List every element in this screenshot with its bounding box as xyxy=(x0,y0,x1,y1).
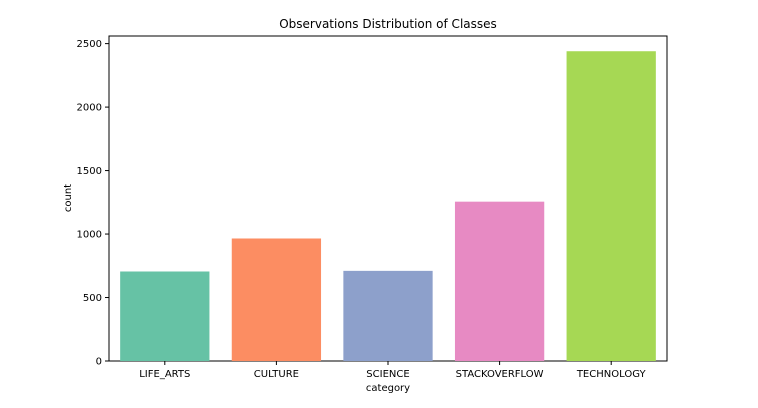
x-axis: LIFE_ARTS CULTURE SCIENCE STACKOVERFLOW TECH… xyxy=(139,361,646,380)
x-tick-label: TECHNOLOGY xyxy=(576,369,647,380)
y-tick-label: 2000 xyxy=(77,103,102,114)
y-tick-label: 1000 xyxy=(77,230,102,241)
x-tick-label: SCIENCE xyxy=(366,369,409,380)
bar-technology xyxy=(566,51,656,361)
chart-title: Observations Distribution of Classes xyxy=(279,17,497,31)
y-tick-label: 1500 xyxy=(77,166,102,177)
y-axis: 0 500 1000 1500 2000 2500 xyxy=(77,39,109,368)
bars-group xyxy=(120,51,656,361)
bar-life-arts xyxy=(120,271,210,361)
plot-area: 0 500 1000 1500 2000 2500 LIFE_ARTS CULTURE SCI… xyxy=(77,35,668,380)
bar-science xyxy=(343,270,433,361)
y-tick-label: 0 xyxy=(96,357,102,368)
x-tick-label: STACKOVERFLOW xyxy=(456,369,544,380)
y-tick-label: 2500 xyxy=(77,39,102,50)
x-tick-label: CULTURE xyxy=(254,369,299,380)
bar-culture xyxy=(231,238,322,361)
bar-stackoverflow xyxy=(454,201,545,361)
x-axis-label: category xyxy=(366,383,410,394)
x-tick-label: LIFE_ARTS xyxy=(139,369,190,380)
y-tick-label: 500 xyxy=(83,293,102,304)
y-axis-label: count xyxy=(63,184,74,212)
